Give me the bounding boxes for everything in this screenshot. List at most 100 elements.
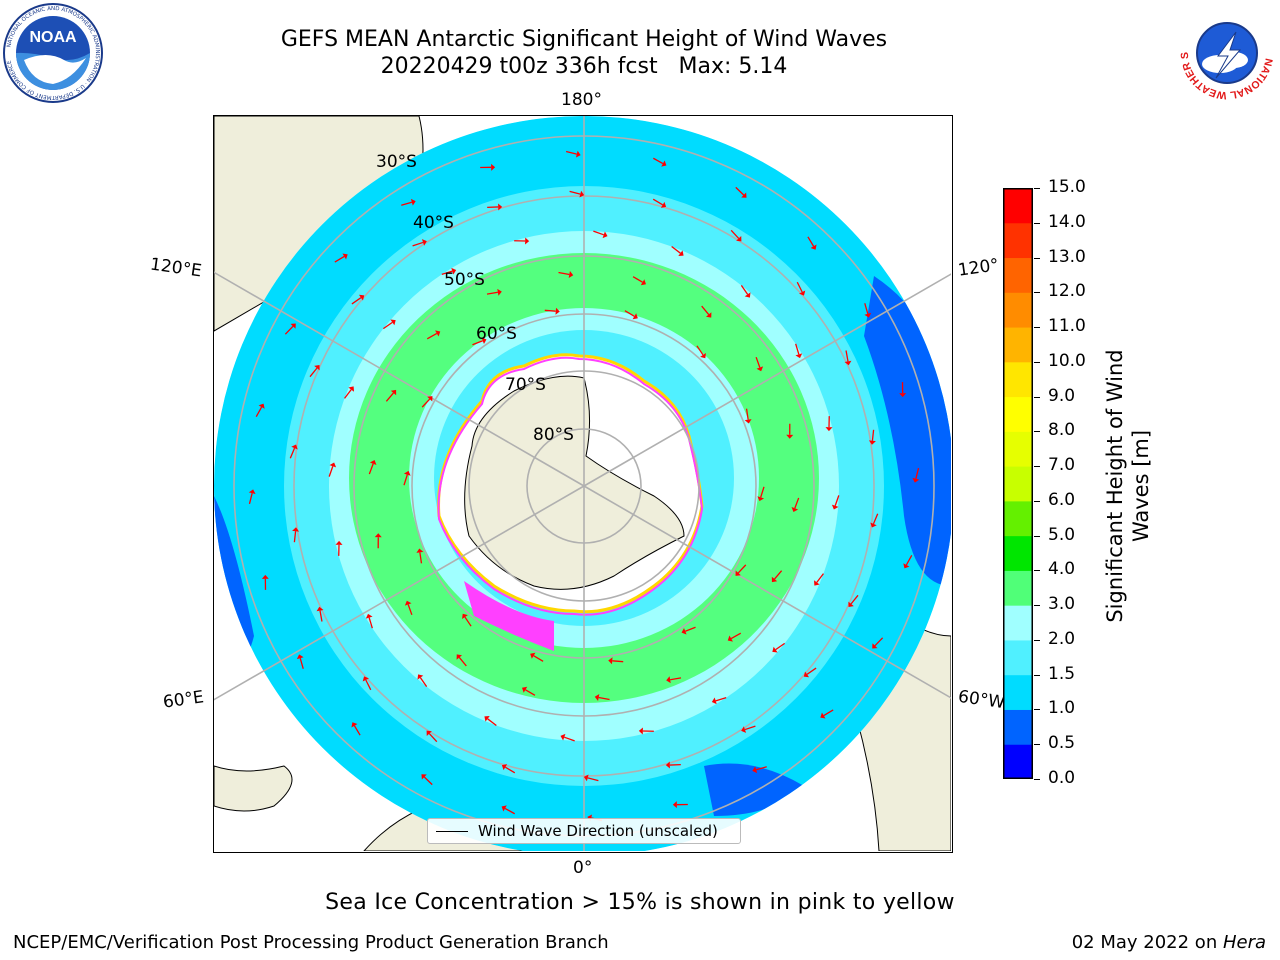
wave-arrow-head <box>872 643 878 649</box>
wave-arrow-head <box>899 393 907 398</box>
wave-arrow-shaft <box>412 241 424 247</box>
wave-arrow-shaft <box>293 531 297 543</box>
wave-arrow-shaft <box>382 321 393 330</box>
run-date: 02 May 2022 on Hera <box>1072 932 1266 953</box>
colorbar-tick-label: 14.0 <box>1048 211 1086 232</box>
lon-label-0: 0° <box>573 858 593 878</box>
colorbar-tick-mark <box>1034 327 1040 329</box>
wave-arrow-head <box>351 722 358 728</box>
wave-arrow-head <box>417 674 424 680</box>
wave-arrow-head <box>525 237 530 245</box>
wave-arrow-head <box>501 764 508 771</box>
wave-arrow-shaft <box>744 725 756 731</box>
wave-arrow-shaft <box>504 807 516 815</box>
wave-arrow-shaft <box>328 466 334 477</box>
lon-label-60w: 60°W <box>956 686 1007 714</box>
wave-arrow-head <box>791 507 799 513</box>
wave-arrow-head <box>451 267 457 275</box>
wave-arrow-shaft <box>421 398 431 408</box>
wave-arrow-shaft <box>598 696 610 701</box>
wave-arrow-shaft <box>289 447 296 459</box>
wave-arrow-shaft <box>407 604 413 616</box>
wave-arrow-shaft <box>458 657 467 667</box>
wave-arrow-shaft <box>569 190 581 195</box>
wave-arrow-shaft <box>794 497 800 509</box>
wave-arrow-shaft <box>737 564 747 574</box>
noaa-logo: NOAA NATIONAL OCEANIC AND ATMOSPHERIC AD… <box>3 3 103 103</box>
colorbar-swatch <box>1003 431 1033 467</box>
wave-arrow-head <box>530 652 536 659</box>
colorbar-swatch <box>1003 674 1033 710</box>
wave-arrow-shaft <box>533 655 544 662</box>
colorbar-swatch <box>1003 222 1033 259</box>
wave-arrow-head <box>772 646 778 653</box>
meridian-line <box>583 485 634 516</box>
wave-arrow-shaft <box>807 236 815 247</box>
colorbar-swatch <box>1003 257 1033 293</box>
colorbar-swatch <box>1003 361 1033 398</box>
wave-arrow-head <box>426 730 432 736</box>
wave-arrow-head <box>498 203 503 211</box>
wave-arrow-shaft <box>850 594 859 605</box>
wave-arrow-shaft <box>823 709 834 717</box>
wave-arrow-shaft <box>486 291 498 295</box>
wave-arrow-head <box>870 522 877 528</box>
wave-arrow-shaft <box>755 356 761 368</box>
wave-arrow-shaft <box>845 350 849 362</box>
colorbar-tick-mark <box>1034 396 1040 398</box>
lat-label-50s: 50°S <box>444 270 485 290</box>
wave-arrow-head <box>681 627 687 635</box>
wind-wave-arrows <box>248 150 920 822</box>
wave-arrow-head <box>374 533 382 538</box>
colorbar-tick-mark <box>1034 361 1040 363</box>
wave-arrow-head <box>831 504 839 510</box>
colorbar-tick-label: 0.0 <box>1048 768 1076 788</box>
wave-arrow-head <box>555 307 560 315</box>
wave-arrow-shaft <box>652 157 664 165</box>
wave-arrow-head <box>497 288 502 296</box>
wave-arrow-shaft <box>487 718 497 726</box>
wave-arrow-shaft <box>299 657 304 669</box>
colorbar-tick-mark <box>1034 466 1040 468</box>
sea-ice-note: Sea Ice Concentration > 15% is shown in … <box>325 890 955 915</box>
wave-arrow-shaft <box>624 310 635 317</box>
colorbar-tick-mark <box>1034 639 1040 641</box>
wave-arrow-head <box>660 201 667 208</box>
colorbar <box>1003 188 1033 780</box>
wave-arrow-shaft <box>816 573 824 583</box>
wave-arrow-shaft <box>775 642 786 651</box>
colorbar-label: Significant Height of Wind Waves [m] <box>1102 349 1154 622</box>
wave-arrow-head <box>799 290 806 296</box>
colorbar-tick-label: 13.0 <box>1048 246 1086 267</box>
wave-arrow-shaft <box>587 777 599 782</box>
wave-arrow-head <box>795 353 803 359</box>
wave-arrow-head <box>421 774 427 780</box>
wave-arrow-head <box>342 253 348 260</box>
colorbar-swatch <box>1003 744 1033 780</box>
wave-arrow-shaft <box>565 150 577 155</box>
colorbar-tick-mark <box>1034 188 1040 189</box>
wave-arrow-head <box>736 236 742 242</box>
wave-arrow-head <box>756 366 764 372</box>
map-panel <box>213 115 953 853</box>
wave-arrow-head <box>421 239 427 246</box>
wave-arrow-shaft <box>428 733 438 743</box>
wave-arrow-shaft <box>915 467 920 479</box>
colorbar-tick-label: 8.0 <box>1048 420 1076 441</box>
colorbar-swatches <box>1003 188 1033 780</box>
colorbar-tick-mark <box>1034 570 1040 572</box>
wave-arrow-head <box>632 313 638 320</box>
wave-arrow-head <box>640 279 646 286</box>
wave-arrow-head <box>602 231 608 239</box>
wave-arrow-head <box>803 671 810 678</box>
colorbar-tick-label: 2.0 <box>1048 628 1076 649</box>
wave-arrow-shaft <box>368 617 373 629</box>
colorbar-tick-label: 1.0 <box>1048 698 1076 719</box>
wave-arrow-head <box>825 427 833 432</box>
wave-arrow-head <box>786 434 794 439</box>
wave-arrow-head <box>638 727 643 735</box>
wave-arrow-head <box>369 459 377 465</box>
wave-arrow-head <box>481 337 487 345</box>
colorbar-tick-label: 11.0 <box>1048 316 1086 337</box>
lon-label-180: 180° <box>561 90 602 110</box>
